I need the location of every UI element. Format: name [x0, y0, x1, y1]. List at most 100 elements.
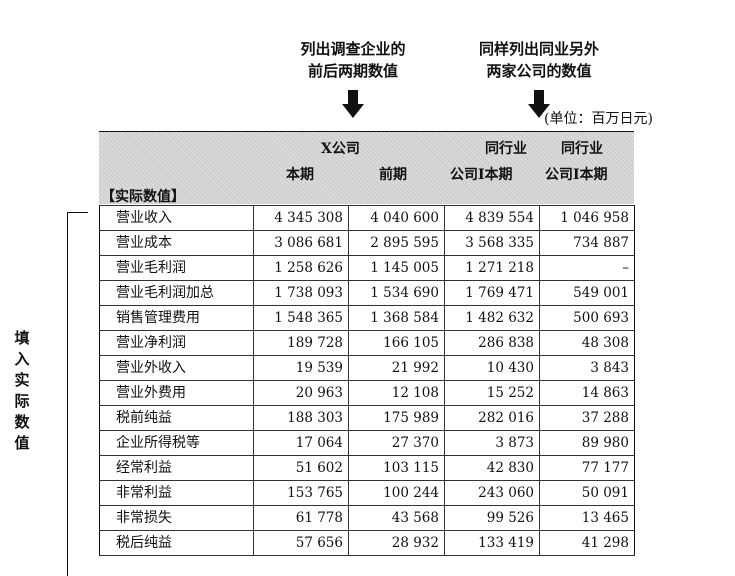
row-value: –: [539, 255, 635, 281]
annotation-note-left: 列出调查企业的 前后两期数值: [273, 38, 433, 82]
row-value: 14 863: [539, 380, 635, 406]
row-value: 500 693: [539, 305, 635, 331]
row-label: 经常利益: [99, 455, 254, 481]
table-row: 税前纯益 188 303 175 989 282 016 37 288: [99, 405, 635, 431]
side-label-char: 入: [14, 350, 30, 368]
header-peer2-line2: 公司Ⅰ本期: [545, 167, 608, 183]
row-value: 99 526: [444, 505, 540, 531]
row-value: 89 980: [539, 430, 635, 456]
table-row: 经常利益 51 602 103 115 42 830 77 177: [99, 455, 635, 481]
row-value: 13 465: [539, 505, 635, 531]
row-value: 3 843: [539, 355, 635, 381]
row-label: 营业毛利润加总: [99, 280, 254, 306]
header-peer2-line1: 同行业: [561, 141, 603, 157]
row-value: 103 115: [348, 455, 445, 481]
side-label-char: 填: [14, 329, 30, 347]
note-right-line1: 同样列出同业另外: [478, 40, 599, 58]
unit-label: (单位：百万日元): [544, 111, 653, 127]
row-value: 57 656: [253, 530, 349, 556]
row-value: 43 568: [348, 505, 445, 531]
row-value: 3 086 681: [253, 230, 349, 256]
row-value: 1 046 958: [539, 205, 635, 231]
table-row: 营业收入 4 345 308 4 040 600 4 839 554 1 046 958: [99, 205, 635, 231]
row-value: 20 963: [253, 380, 349, 406]
row-label: 税前纯益: [99, 405, 254, 431]
note-right-line2: 两家公司的数值: [486, 62, 592, 80]
row-label: 销售管理费用: [99, 305, 254, 331]
row-value: 61 778: [253, 505, 349, 531]
row-value: 2 895 595: [348, 230, 445, 256]
row-value: 1 482 632: [444, 305, 540, 331]
row-value: 28 932: [348, 530, 445, 556]
row-label: 营业外收入: [99, 355, 254, 381]
table-row: 营业毛利润加总 1 738 093 1 534 690 1 769 471 549 00…: [99, 280, 635, 306]
table-row: 营业毛利润 1 258 626 1 145 005 1 271 218–: [99, 255, 635, 281]
row-label: 非常损失: [99, 505, 254, 531]
row-value: 1 145 005: [348, 255, 445, 281]
table-header: X公司 本期 前期 同行业 公司Ⅰ本期 同行业 公司Ⅰ本期 【实际数值】: [99, 131, 634, 205]
row-value: 37 288: [539, 405, 635, 431]
row-value: 42 830: [444, 455, 540, 481]
table-row: 营业成本 3 086 681 2 895 595 3 568 335 734 887: [99, 230, 635, 256]
row-value: 189 728: [253, 330, 349, 356]
row-value: 41 298: [539, 530, 635, 556]
side-label-char: 实: [14, 371, 30, 389]
row-value: 1 769 471: [444, 280, 540, 306]
row-value: 100 244: [348, 480, 445, 506]
row-value: 50 091: [539, 480, 635, 506]
row-label: 非常利益: [99, 480, 254, 506]
row-value: 51 602: [253, 455, 349, 481]
row-label: 税后纯益: [99, 530, 254, 556]
row-label: 企业所得税等: [99, 430, 254, 456]
table-row: 销售管理费用 1 548 365 1 368 584 1 482 632 500 693: [99, 305, 635, 331]
table-row: 非常利益 153 765 100 244 243 060 50 091: [99, 480, 635, 506]
down-arrow-icon: [528, 90, 550, 118]
table-row: 营业净利润 189 728 166 105 286 838 48 308: [99, 330, 635, 356]
row-value: 21 992: [348, 355, 445, 381]
row-value: 286 838: [444, 330, 540, 356]
row-value: 15 252: [444, 380, 540, 406]
table-row: 税后纯益 57 656 28 932 133 419 41 298: [99, 530, 635, 556]
row-value: 1 258 626: [253, 255, 349, 281]
row-label: 营业毛利润: [99, 255, 254, 281]
table-row: 企业所得税等 17 064 27 370 3 873 89 980: [99, 430, 635, 456]
row-value: 17 064: [253, 430, 349, 456]
header-peer1-line2: 公司Ⅰ本期: [450, 167, 513, 183]
row-value: 188 303: [253, 405, 349, 431]
side-label-char: 际: [14, 392, 30, 410]
row-label: 营业净利润: [99, 330, 254, 356]
note-left-line2: 前后两期数值: [307, 62, 398, 80]
row-group-bracket: [67, 212, 88, 576]
row-label: 营业成本: [99, 230, 254, 256]
row-value: 1 548 365: [253, 305, 349, 331]
row-value: 734 887: [539, 230, 635, 256]
row-value: 4 040 600: [348, 205, 445, 231]
row-value: 4 839 554: [444, 205, 540, 231]
row-value: 3 568 335: [444, 230, 540, 256]
down-arrow-icon: [342, 90, 364, 118]
row-value: 175 989: [348, 405, 445, 431]
row-label: 营业外费用: [99, 380, 254, 406]
row-value: 1 534 690: [348, 280, 445, 306]
row-value: 77 177: [539, 455, 635, 481]
row-value: 27 370: [348, 430, 445, 456]
row-label: 营业收入: [99, 205, 254, 231]
row-value: 243 060: [444, 480, 540, 506]
side-label-char: 数: [14, 413, 30, 431]
row-value: 4 345 308: [253, 205, 349, 231]
row-value: 1 738 093: [253, 280, 349, 306]
row-value: 12 108: [348, 380, 445, 406]
note-left-line1: 列出调查企业的: [300, 40, 406, 58]
header-company-x: X公司: [321, 141, 360, 157]
row-value: 48 308: [539, 330, 635, 356]
table-row: 营业外收入 19 539 21 992 10 430 3 843: [99, 355, 635, 381]
row-value: 10 430: [444, 355, 540, 381]
row-value: 153 765: [253, 480, 349, 506]
header-peer1-line1: 同行业: [485, 141, 527, 157]
table-row: 非常损失 61 778 43 568 99 526 13 465: [99, 505, 635, 531]
row-value: 133 419: [444, 530, 540, 556]
header-current-period: 本期: [286, 167, 314, 183]
financial-table: 营业收入 4 345 308 4 040 600 4 839 554 1 046 958…: [99, 205, 635, 556]
row-value: 1 271 218: [444, 255, 540, 281]
side-label: 填 入 实 际 数 值: [10, 328, 34, 454]
